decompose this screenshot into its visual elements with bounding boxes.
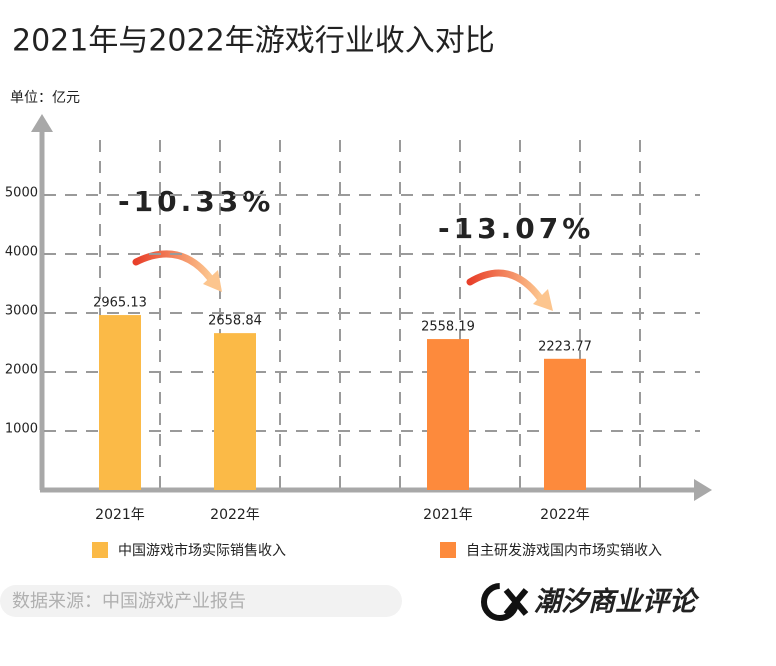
brand-logo xyxy=(481,583,529,621)
trend-arrowhead xyxy=(203,270,222,292)
change-annotation: -10.33% xyxy=(118,185,274,218)
source-box xyxy=(0,585,402,617)
legend-swatch xyxy=(440,542,456,558)
unit-label: 单位：亿元 xyxy=(10,90,80,106)
legend-label: 自主研发游戏国内市场实销收入 xyxy=(466,542,662,559)
value-label: 2223.77 xyxy=(538,339,592,354)
y-tick-label: 3000 xyxy=(5,304,38,319)
trend-arrow xyxy=(132,250,214,282)
y-tick-label: 2000 xyxy=(5,363,38,378)
legend-label: 中国游戏市场实际销售收入 xyxy=(118,542,286,559)
trend-arrowhead xyxy=(533,289,553,311)
bar xyxy=(544,358,586,490)
y-tick-label: 5000 xyxy=(5,186,38,201)
value-label: 2658.84 xyxy=(208,314,262,329)
brand: 潮汐商业评论 xyxy=(534,587,700,618)
legend-swatch xyxy=(92,542,108,558)
source: 数据来源：中国游戏产业报告 xyxy=(12,591,246,612)
y-tick-label: 1000 xyxy=(5,422,38,437)
change-annotation: -13.07% xyxy=(438,212,594,245)
y-axis-arrow xyxy=(31,114,53,132)
bar xyxy=(214,333,256,490)
y-tick-label: 4000 xyxy=(5,245,38,260)
x-tick-label: 2022年 xyxy=(540,507,590,523)
chart-title: 2021年与2022年游戏行业收入对比 xyxy=(12,24,495,59)
x-tick-label: 2021年 xyxy=(423,507,473,523)
x-tick-label: 2022年 xyxy=(210,507,260,523)
trend-arrow xyxy=(466,269,544,302)
x-axis-arrow xyxy=(694,479,712,501)
x-tick-label: 2021年 xyxy=(95,507,145,523)
bar xyxy=(99,315,141,490)
value-label: 2558.19 xyxy=(421,320,475,335)
value-label: 2965.13 xyxy=(93,296,147,311)
bar xyxy=(427,339,469,490)
